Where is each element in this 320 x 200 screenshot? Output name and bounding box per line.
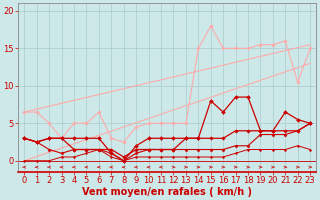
X-axis label: Vent moyen/en rafales ( km/h ): Vent moyen/en rafales ( km/h ) bbox=[82, 187, 252, 197]
